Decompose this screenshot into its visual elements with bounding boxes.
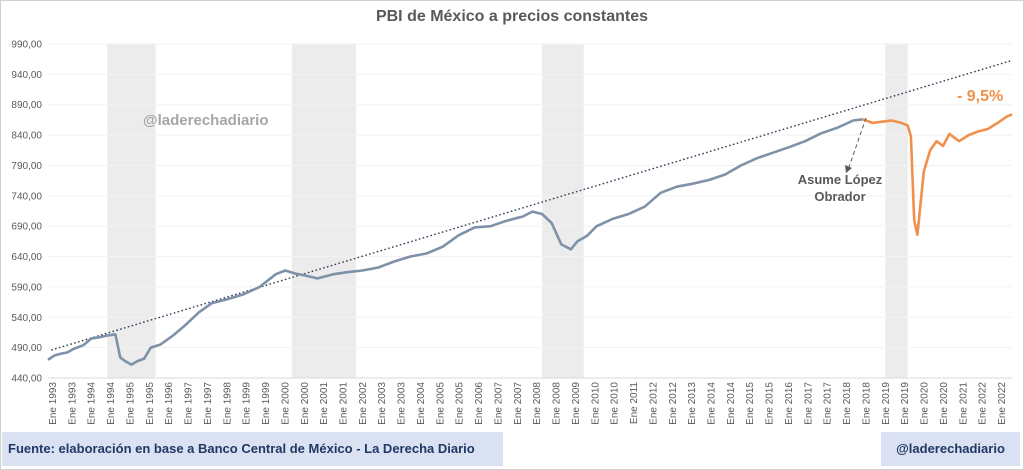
x-tick-label: Ene 2014 — [726, 382, 737, 425]
x-tick-label: Ene 2017 — [803, 382, 814, 425]
y-tick-label: 790,00 — [11, 161, 42, 172]
x-tick-label: Ene 2018 — [861, 382, 872, 425]
handle-footer: @laderechadiario — [881, 432, 1020, 466]
series-line-historic — [47, 118, 863, 366]
y-tick-label: 440,00 — [11, 374, 42, 385]
y-tick-label: 590,00 — [11, 282, 42, 293]
x-tick-label: Ene 1994 — [106, 382, 117, 425]
x-tick-label: Ene 2015 — [745, 382, 756, 425]
x-tick-label: Ene 1999 — [242, 382, 253, 425]
amlo-label-line2: Obrador — [814, 189, 865, 204]
x-tick-label: Ene 1998 — [222, 382, 233, 425]
drop-percent-label: - 9,5% — [957, 88, 1003, 105]
x-tick-label: Ene 2008 — [532, 382, 543, 425]
x-tick-label: Ene 2003 — [377, 382, 388, 425]
x-tick-label: Ene 2001 — [319, 382, 330, 425]
x-tick-label: Ene 2006 — [474, 382, 485, 425]
trend-line — [51, 59, 1013, 351]
x-tick-label: Ene 2009 — [571, 382, 582, 425]
x-tick-label: Ene 1993 — [48, 382, 59, 425]
x-tick-label: Ene 2010 — [590, 382, 601, 425]
recession-band — [291, 44, 356, 378]
x-tick-label: Ene 1995 — [145, 382, 156, 425]
y-tick-label: 990,00 — [11, 40, 42, 51]
y-tick-label: 840,00 — [11, 131, 42, 142]
x-tick-label: Ene 2008 — [552, 382, 563, 425]
x-tick-label: Ene 2010 — [610, 382, 621, 425]
x-tick-label: Ene 2003 — [397, 382, 408, 425]
x-tick-label: Ene 2019 — [881, 382, 892, 425]
x-tick-label: Ene 1996 — [164, 382, 175, 425]
watermark-label: @laderechadiario — [143, 112, 269, 129]
x-tick-label: Ene 2016 — [784, 382, 795, 425]
x-tick-label: Ene 2022 — [997, 382, 1008, 425]
x-tick-label: Ene 2012 — [648, 382, 659, 425]
x-tick-label: Ene 1997 — [203, 382, 214, 425]
x-tick-label: Ene 2019 — [900, 382, 911, 425]
x-tick-label: Ene 2005 — [455, 382, 466, 425]
amlo-arrow — [847, 117, 867, 171]
amlo-label-line1: Asume López — [798, 172, 883, 187]
y-tick-label: 490,00 — [11, 343, 42, 354]
x-tick-label: Ene 2014 — [706, 382, 717, 425]
y-tick-label: 890,00 — [11, 100, 42, 111]
x-tick-label: Ene 2007 — [513, 382, 524, 425]
x-tick-label: Ene 2022 — [978, 382, 989, 425]
y-tick-label: 640,00 — [11, 252, 42, 263]
x-tick-label: Ene 2017 — [823, 382, 834, 425]
x-tick-label: Ene 2011 — [629, 382, 640, 425]
chart-title: PBI de México a precios constantes — [375, 8, 649, 25]
x-tick-label: Ene 2000 — [300, 382, 311, 425]
series-lines — [47, 113, 1013, 366]
x-axis-ticks: Ene 1993 Ene 1993 Ene 1994 Ene 1994 Ene 1995… — [48, 382, 1008, 425]
x-tick-label: Ene 1993 — [67, 382, 78, 425]
x-tick-label: Ene 2007 — [493, 382, 504, 425]
x-tick-label: Ene 2013 — [687, 382, 698, 425]
x-tick-label: Ene 2020 — [939, 382, 950, 425]
x-tick-label: Ene 2005 — [435, 382, 446, 425]
x-tick-label: Ene 1994 — [87, 382, 98, 425]
y-tick-label: 940,00 — [11, 70, 42, 81]
recession-bands — [107, 44, 908, 378]
x-tick-label: Ene 2001 — [339, 382, 350, 425]
y-tick-label: 690,00 — [11, 222, 42, 233]
y-axis-ticks: 440,00 490,00 540,00 590,00 640,00 690,00 740,… — [11, 40, 1012, 385]
source-footer: Fuente: elaboración en base a Banco Cent… — [2, 432, 503, 466]
x-tick-label: Ene 2000 — [280, 382, 291, 425]
series-line-amlo — [862, 113, 1013, 236]
x-tick-label: Ene 2021 — [958, 382, 969, 425]
recession-band — [885, 44, 908, 378]
x-tick-label: Ene 2002 — [358, 382, 369, 425]
x-tick-label: Ene 2020 — [920, 382, 931, 425]
x-tick-label: Ene 1997 — [184, 382, 195, 425]
recession-band — [542, 44, 584, 378]
amlo-arrow-head — [845, 165, 852, 173]
x-tick-label: Ene 2004 — [416, 382, 427, 425]
x-tick-label: Ene 2015 — [765, 382, 776, 425]
x-tick-label: Ene 2018 — [842, 382, 853, 425]
line-chart: 440,00 490,00 540,00 590,00 640,00 690,00 740,… — [11, 40, 1013, 425]
recession-band — [107, 44, 156, 378]
x-tick-label: Ene 1999 — [261, 382, 272, 425]
y-tick-label: 540,00 — [11, 313, 42, 324]
x-tick-label: Ene 1995 — [125, 382, 136, 425]
y-tick-label: 740,00 — [11, 191, 42, 202]
x-tick-label: Ene 2012 — [668, 382, 679, 425]
